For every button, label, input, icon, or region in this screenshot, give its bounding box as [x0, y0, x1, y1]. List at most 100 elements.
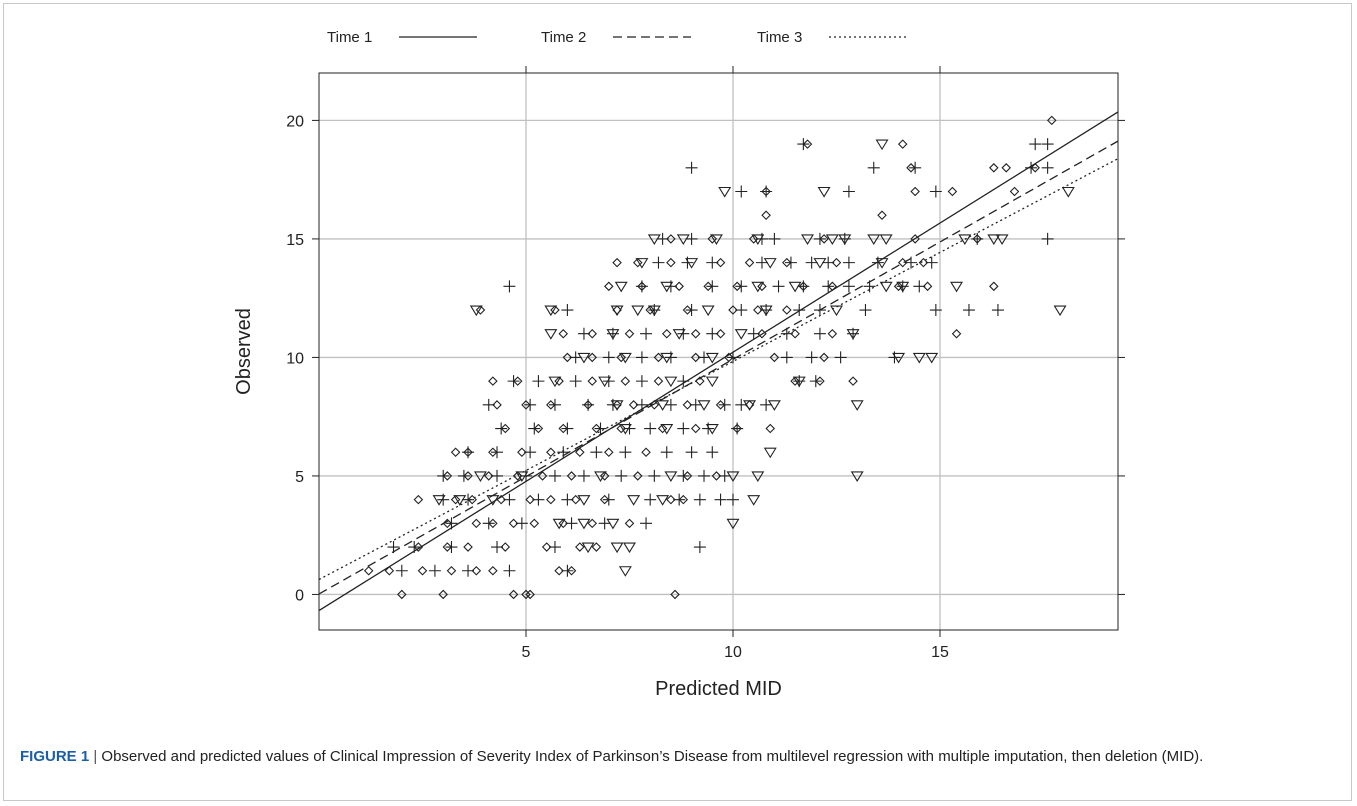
caption-text: Observed and predicted values of Clinica…: [101, 748, 1204, 765]
point-time2: [929, 304, 942, 317]
point-time1: [661, 328, 672, 339]
point-time1: [413, 494, 424, 505]
point-time3: [763, 258, 777, 269]
point-time2: [1041, 232, 1054, 245]
point-time2: [822, 280, 835, 293]
point-time2: [913, 280, 926, 293]
point-time2: [677, 422, 690, 435]
point-time2: [503, 280, 516, 293]
point-time2: [735, 304, 748, 317]
point-time1: [782, 305, 792, 315]
point-time2: [561, 493, 574, 506]
point-time1: [512, 376, 523, 386]
point-time2: [561, 564, 574, 577]
point-time2: [747, 327, 760, 340]
x-tick-label: 15: [931, 644, 949, 661]
point-time2: [548, 398, 561, 411]
point-time1: [653, 376, 664, 386]
point-time1: [566, 565, 577, 576]
point-time3: [892, 352, 906, 364]
point-time2: [677, 469, 690, 482]
point-time2: [615, 469, 628, 482]
point-time2: [805, 256, 818, 269]
point-time1: [670, 589, 680, 600]
point-time2: [805, 351, 818, 364]
point-time1: [707, 234, 718, 244]
point-time1: [471, 518, 482, 529]
point-time2: [437, 469, 450, 482]
point-time1: [467, 494, 477, 505]
point-time1: [363, 565, 374, 576]
point-time1: [450, 494, 461, 505]
point-time1: [641, 447, 651, 458]
point-time1: [893, 281, 904, 292]
point-time1: [546, 447, 556, 458]
point-time2: [822, 256, 835, 269]
caption-separator: |: [89, 748, 102, 765]
point-time3: [453, 495, 467, 506]
point-time1: [653, 352, 664, 363]
point-time2: [698, 351, 711, 364]
point-time1: [546, 400, 556, 410]
x-tick-label: 5: [522, 644, 531, 661]
point-time1: [529, 518, 540, 529]
point-time1: [715, 257, 726, 268]
point-time3: [987, 234, 1001, 245]
point-time3: [610, 305, 624, 317]
point-time1: [541, 542, 552, 552]
point-time1: [591, 423, 602, 434]
point-time1: [690, 423, 701, 434]
point-time2: [619, 446, 632, 459]
point-time1: [475, 305, 486, 315]
regression-line-solid: [319, 111, 1118, 612]
point-time3: [825, 234, 839, 245]
point-time3: [950, 281, 964, 293]
point-time2: [784, 256, 797, 269]
point-time2: [395, 564, 408, 577]
point-time1: [1001, 163, 1012, 173]
point-time1: [657, 423, 668, 434]
point-time3: [751, 471, 765, 482]
point-time1: [570, 494, 581, 505]
point-time2: [577, 327, 590, 340]
point-time2: [813, 327, 826, 340]
point-time1: [831, 257, 842, 268]
point-time1: [604, 447, 614, 458]
point-time1: [554, 376, 564, 386]
point-time1: [624, 518, 635, 529]
point-time2: [590, 446, 603, 459]
point-time2: [929, 185, 942, 198]
point-time3: [685, 258, 699, 269]
point-time3: [631, 305, 645, 317]
point-time1: [951, 328, 962, 339]
point-time1: [802, 139, 813, 149]
point-time3: [577, 495, 591, 506]
legend-label: Time 1: [327, 29, 372, 46]
point-time2: [797, 280, 810, 293]
point-time3: [473, 471, 487, 482]
point-time1: [558, 518, 569, 529]
point-time2: [582, 398, 595, 411]
point-time2: [685, 161, 698, 174]
regression-line-dashed: [319, 140, 1118, 595]
point-time1: [703, 281, 713, 292]
point-time1: [575, 542, 585, 552]
point-time3: [879, 234, 893, 245]
point-time2: [760, 185, 773, 198]
point-time2: [714, 493, 727, 506]
legend-label: Time 3: [757, 29, 802, 46]
points-group: [363, 115, 1075, 600]
scatter-chart: 5 10 15 0 5 10 15 20 Predicted MID Observed Time 1…: [233, 29, 1125, 700]
point-time3: [734, 329, 748, 340]
point-time1: [616, 423, 626, 434]
point-time1: [674, 281, 684, 292]
point-time3: [759, 305, 773, 317]
point-time2: [793, 304, 806, 317]
point-time1: [897, 139, 908, 149]
point-time1: [488, 447, 498, 458]
point-time1: [827, 328, 838, 339]
point-time3: [623, 542, 636, 554]
figure-frame: [3, 3, 1352, 801]
y-tick-label: 0: [295, 587, 304, 604]
point-time1: [599, 494, 610, 505]
